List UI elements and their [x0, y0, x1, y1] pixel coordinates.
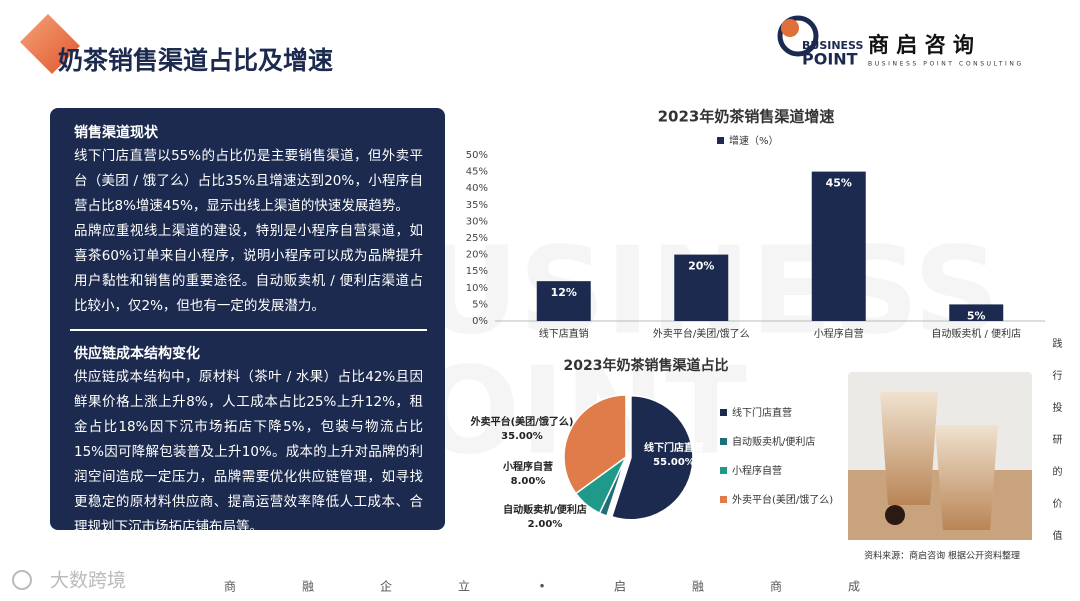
legend-label: 线下门店直营	[732, 406, 792, 419]
slogan-char: 融	[302, 580, 314, 594]
paragraph: 线下门店直营以55%的占比仍是主要销售渠道，但外卖平台（美团 / 饿了么）占比3…	[74, 148, 423, 214]
x-tick-label: 线下店直销	[539, 327, 589, 340]
y-tick-label: 45%	[466, 167, 488, 178]
photo-pearls	[885, 505, 905, 525]
y-tick-label: 15%	[466, 266, 488, 277]
logo-ring	[777, 15, 819, 57]
chart-title: 2023年奶茶销售渠道增速	[658, 108, 835, 126]
y-tick-label: 10%	[466, 283, 488, 294]
slice-label: 自动贩卖机/便利店	[503, 503, 587, 516]
slice-label: 小程序自营	[502, 460, 553, 473]
bar	[811, 171, 866, 321]
legend-label: 增速（%）	[729, 134, 779, 147]
logo-name: 商 启 咨 询	[868, 33, 974, 57]
logo-dot	[781, 19, 799, 37]
pie-slice	[563, 394, 627, 495]
y-tick-label: 30%	[466, 216, 488, 227]
slogan-char: •	[538, 580, 545, 594]
text-panel: 销售渠道现状 线下门店直营以55%的占比仍是主要销售渠道，但外卖平台（美团 / …	[50, 108, 445, 535]
legend-swatch	[720, 496, 727, 503]
legend-swatch	[720, 467, 727, 474]
photo-cup	[935, 425, 998, 530]
slice-value: 2.00%	[528, 519, 563, 530]
slogan-char: 商	[224, 579, 236, 594]
legend-label: 小程序自营	[732, 464, 782, 477]
slogan-char: 融	[692, 580, 704, 594]
logo-tagline: BUSINESS POINT CONSULTING	[868, 61, 1024, 68]
slice-value: 8.00%	[511, 476, 546, 487]
x-tick-label: 自动贩卖机 / 便利店	[931, 327, 1021, 340]
x-tick-label: 小程序自营	[814, 327, 864, 340]
separator	[70, 329, 427, 331]
y-tick-label: 20%	[466, 250, 488, 261]
photo-cup	[880, 392, 938, 505]
y-tick-label: 5%	[472, 299, 488, 310]
section-heading: 销售渠道现状	[74, 125, 158, 141]
watermark-icon	[12, 570, 32, 590]
logo-word: BUSINESS	[802, 39, 863, 52]
value-label: 20%	[688, 260, 714, 273]
legend-swatch	[720, 438, 727, 445]
pie-slice	[610, 395, 694, 521]
watermark-text: 大数跨境	[50, 570, 126, 592]
y-tick-label: 25%	[466, 233, 488, 244]
slice-label: 外卖平台(美团/饿了么)	[470, 415, 574, 428]
paragraph: 供应链成本结构中，原材料（茶叶 / 水果）占比42%且因鲜果价格上涨上升8%，人…	[74, 369, 423, 535]
side-text: 践行投研的价值	[1050, 338, 1061, 562]
slogan-char: 企	[380, 579, 392, 594]
legend-swatch	[720, 409, 727, 416]
value-label: 12%	[551, 286, 577, 299]
value-label: 5%	[967, 309, 986, 322]
legend-label: 自动贩卖机/便利店	[732, 435, 815, 448]
x-tick-label: 外卖平台/美团/饿了么	[653, 327, 750, 340]
page-title: 奶茶销售渠道占比及增速	[58, 46, 333, 75]
y-tick-label: 0%	[472, 316, 488, 327]
slogan-char: 启	[614, 580, 626, 594]
slice-value: 55.00%	[653, 457, 695, 468]
y-tick-label: 50%	[466, 150, 488, 161]
slogan-char: 成	[848, 580, 860, 594]
value-label: 45%	[826, 177, 852, 190]
paragraph: 品牌应重视线上渠道的建设，特别是小程序自营渠道，如喜茶60%订单来自小程序，说明…	[74, 223, 423, 314]
title-decoration	[20, 14, 80, 74]
section-heading: 供应链成本结构变化	[74, 346, 200, 362]
legend-swatch	[717, 137, 724, 144]
legend-label: 外卖平台(美团/饿了么)	[732, 493, 833, 506]
bar	[674, 254, 729, 321]
y-tick-label: 35%	[466, 200, 488, 211]
logo-word: POINT	[802, 50, 858, 69]
chart-title: 2023年奶茶销售渠道占比	[564, 357, 729, 374]
watermark: 大数跨境	[12, 570, 126, 592]
slogan-char: 商	[770, 579, 782, 594]
bar	[536, 281, 591, 321]
slogan-char: 立	[458, 579, 470, 594]
source-note: 资料来源：商启咨询 根据公开资料整理	[864, 550, 1020, 562]
bar	[949, 304, 1004, 321]
slice-label: 线下门店直营	[644, 441, 704, 454]
slice-value: 35.00%	[501, 431, 543, 442]
y-tick-label: 40%	[466, 183, 488, 194]
